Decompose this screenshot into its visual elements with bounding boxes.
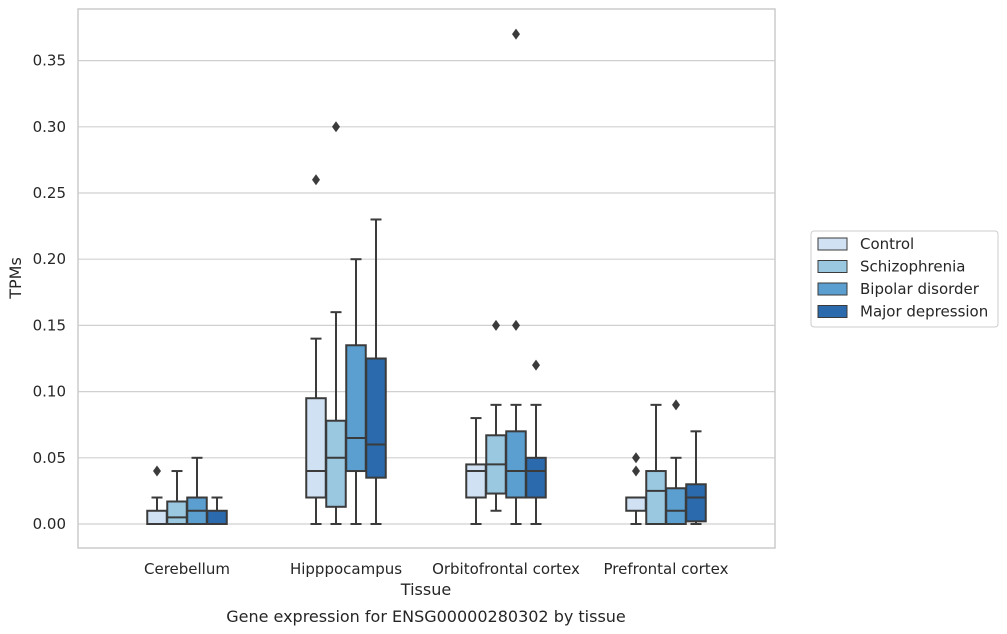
x-tick-label: Orbitofrontal cortex	[432, 560, 580, 578]
box-body	[665, 487, 687, 526]
plot-background	[78, 9, 775, 548]
box	[365, 218, 387, 525]
box-body	[146, 509, 168, 526]
y-tick-label: 0.30	[33, 118, 66, 136]
legend-item: Schizophrenia	[817, 258, 965, 276]
legend-swatch	[817, 305, 848, 318]
box	[485, 319, 507, 512]
legend-label: Control	[860, 235, 914, 253]
legend-item: Major depression	[817, 303, 988, 321]
legend: Control Schizophrenia Bipolar disorder Majo…	[810, 230, 999, 328]
x-axis-title: Tissue	[400, 580, 451, 599]
box	[525, 359, 547, 525]
box-body	[305, 397, 327, 499]
box-body	[685, 483, 707, 523]
y-axis-title: TPMs	[6, 257, 25, 300]
box-body	[206, 509, 228, 526]
legend-swatch	[817, 237, 848, 251]
series-bipolar-disorder	[186, 28, 687, 526]
outlier-point	[153, 465, 161, 477]
legend-frame	[810, 230, 999, 328]
box	[146, 465, 168, 526]
y-tick-label: 0.00	[33, 515, 66, 533]
outlier-point	[512, 28, 520, 40]
y-tick-label: 0.35	[33, 52, 66, 70]
outlier-point	[312, 174, 320, 186]
y-tick-label: 0.05	[33, 449, 66, 467]
box-body	[645, 470, 667, 526]
box-body	[365, 357, 387, 479]
y-tick-label: 0.10	[33, 383, 66, 401]
x-tick-label: Cerebellum	[144, 560, 230, 578]
outlier-point	[332, 121, 340, 133]
legend-item: Bipolar disorder	[817, 280, 980, 298]
outlier-point	[532, 359, 540, 371]
box	[685, 430, 707, 525]
y-tick-label: 0.15	[33, 316, 66, 334]
box	[166, 470, 188, 526]
box-body	[525, 456, 547, 499]
series-schizophrenia	[166, 121, 667, 526]
chart-caption: Gene expression for ENSG00000280302 by t…	[226, 607, 626, 626]
legend-swatch	[817, 282, 848, 296]
legend-swatch	[817, 260, 848, 273]
y-tick-labels: 0.00 0.05 0.10 0.15 0.20 0.25 0.30 0.35	[33, 52, 66, 533]
box-body	[325, 419, 347, 508]
y-tick-label: 0.20	[33, 250, 66, 268]
series-major-depression	[206, 218, 707, 526]
legend-label: Schizophrenia	[860, 258, 965, 276]
box-body	[166, 500, 188, 526]
box	[625, 452, 647, 525]
box	[206, 496, 228, 526]
box-body	[505, 430, 527, 499]
x-tick-label: Prefrontal cortex	[604, 560, 729, 578]
box-body	[345, 344, 367, 473]
legend-item: Control	[817, 235, 914, 253]
box-body	[625, 496, 647, 512]
legend-label: Major depression	[860, 303, 988, 321]
box	[645, 403, 667, 526]
box-body	[465, 463, 487, 499]
outlier-point	[632, 465, 640, 477]
box-series	[146, 28, 707, 526]
outlier-point	[492, 319, 500, 331]
outlier-point	[512, 319, 520, 331]
x-tick-label: Hipppocampus	[290, 560, 402, 578]
x-tick-labels: Cerebellum Hipppocampus Orbitofrontal cort…	[144, 560, 729, 578]
box	[325, 121, 347, 525]
y-tick-label: 0.25	[33, 184, 66, 202]
plot-frame	[77, 8, 776, 549]
outlier-point	[632, 452, 640, 464]
legend-label: Bipolar disorder	[860, 280, 980, 298]
outlier-point	[672, 399, 680, 411]
